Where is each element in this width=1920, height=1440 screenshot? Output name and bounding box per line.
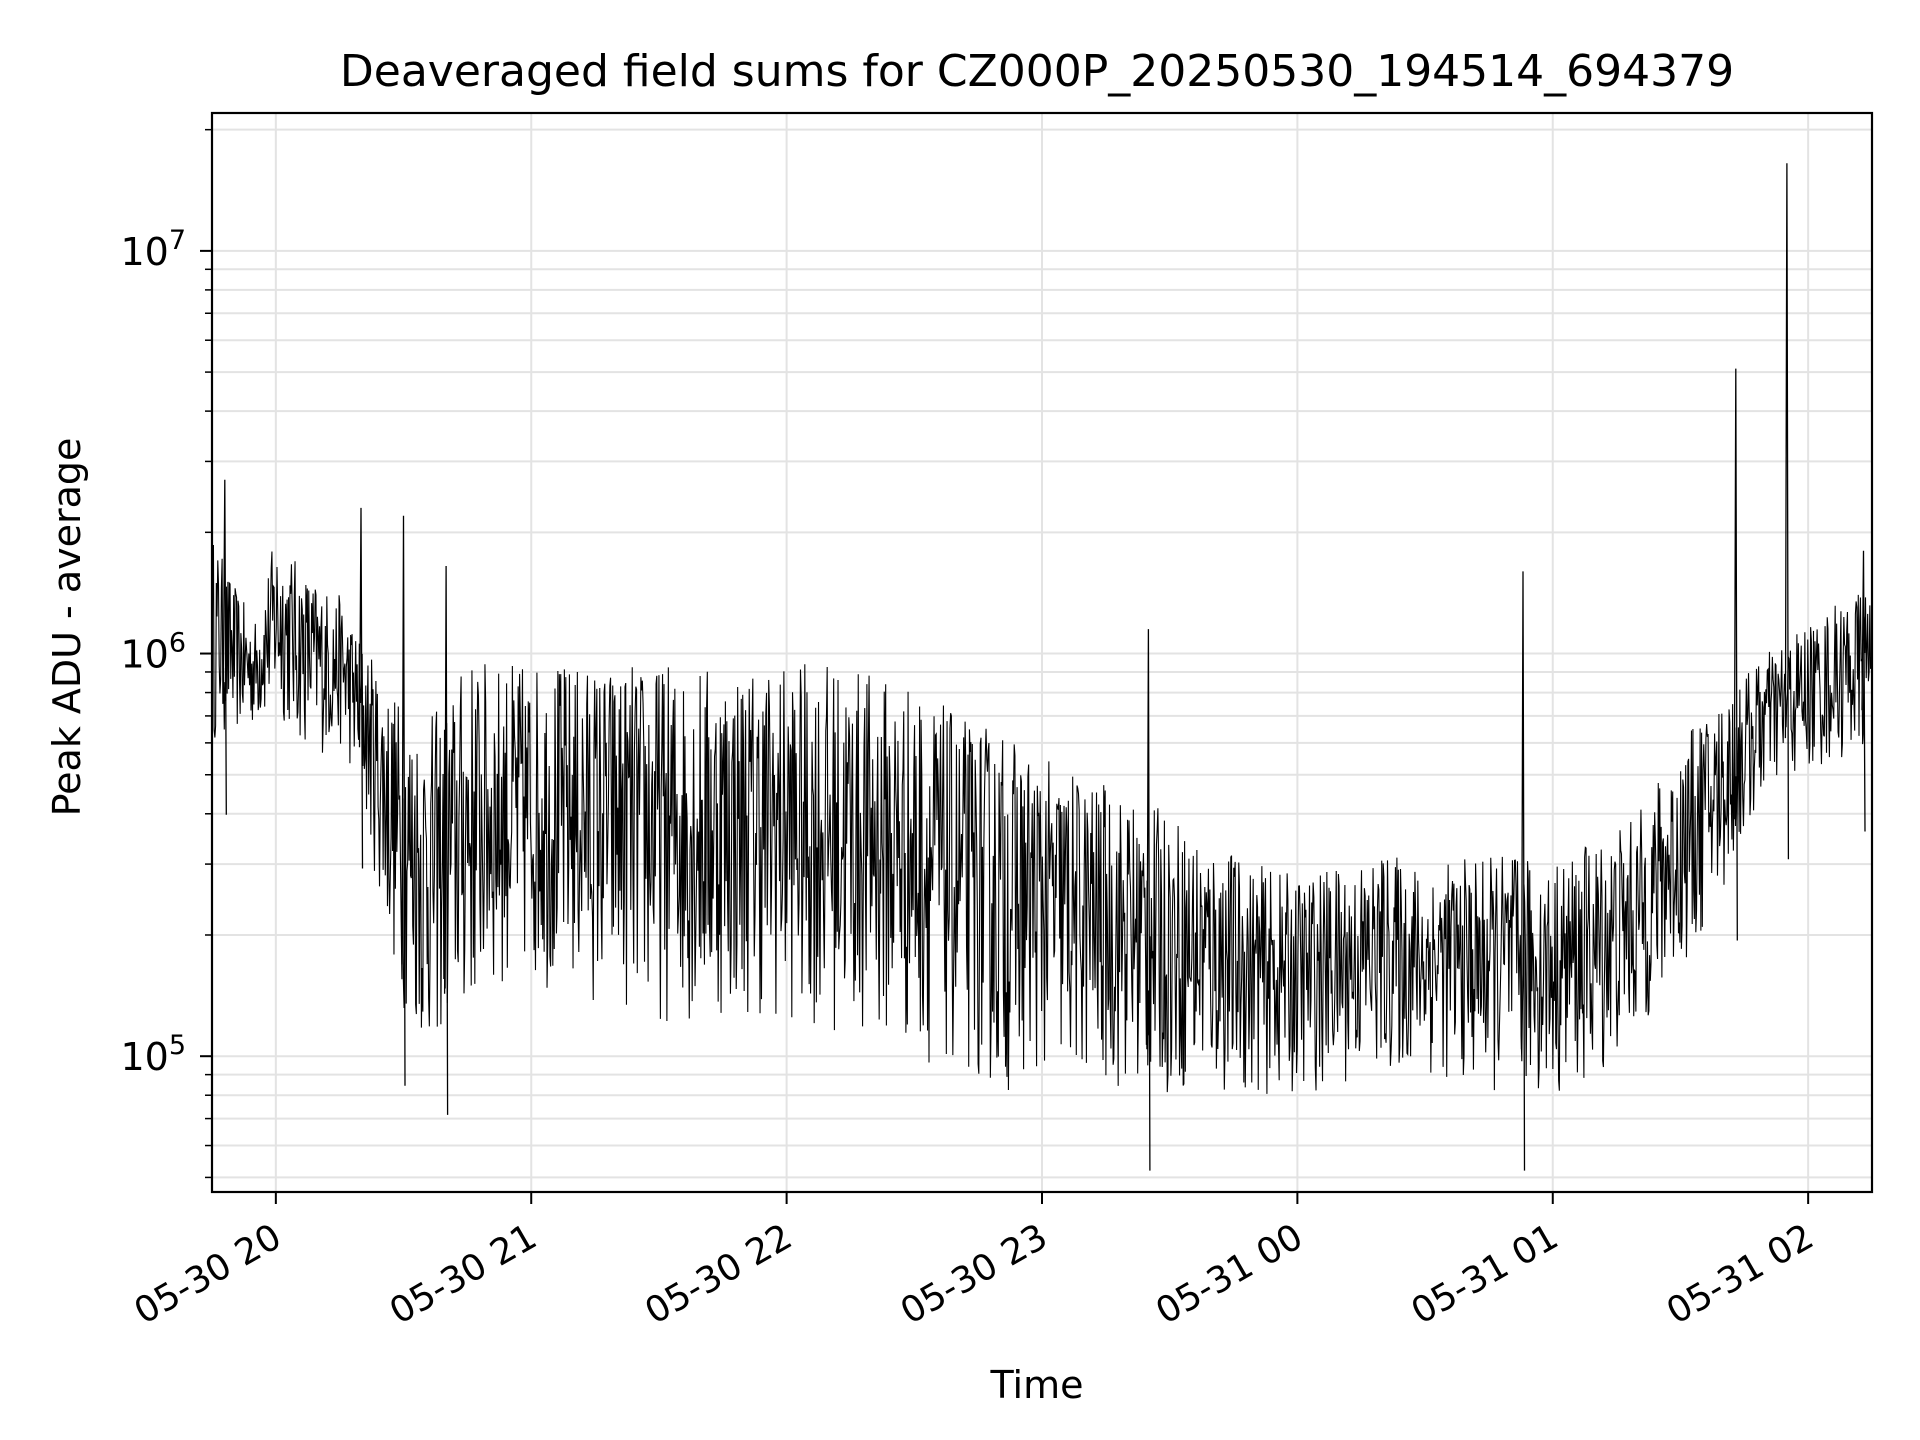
x-tick-label: 05-30 23 <box>894 1216 1055 1332</box>
series-path <box>211 544 1873 1094</box>
series-spike <box>1146 629 1151 1171</box>
chart-title: Deaveraged field sums for CZ000P_2025053… <box>340 46 1734 97</box>
x-tick-label: 05-31 00 <box>1149 1216 1310 1332</box>
series-line <box>211 163 1873 1171</box>
x-axis: 05-30 20 05-30 21 05-30 22 05-30 23 05-31 00… <box>128 1192 1821 1333</box>
grid <box>212 113 1872 1192</box>
x-tick-label: 05-31 02 <box>1660 1216 1821 1332</box>
series-spike <box>222 479 227 815</box>
y-tick-label: 107 <box>120 225 186 274</box>
series-spike <box>1861 550 1866 832</box>
series-spike <box>443 565 449 1115</box>
x-tick-label: 05-31 01 <box>1405 1216 1566 1332</box>
x-tick-label: 05-30 22 <box>638 1216 799 1332</box>
series-spike <box>1520 571 1526 1171</box>
x-tick-label: 05-30 20 <box>128 1216 289 1332</box>
y-axis: 105 106 107 <box>120 128 212 1179</box>
y-tick-label: 105 <box>120 1030 186 1079</box>
series-spike <box>358 507 364 869</box>
series-spike <box>1784 163 1790 860</box>
y-tick-label: 106 <box>120 628 186 677</box>
x-axis-label: Time <box>990 1363 1084 1407</box>
y-axis-label: Peak ADU - average <box>45 438 89 817</box>
series-spike <box>1733 368 1738 941</box>
x-tick-label: 05-30 21 <box>383 1216 544 1332</box>
series-spike <box>401 515 406 1086</box>
